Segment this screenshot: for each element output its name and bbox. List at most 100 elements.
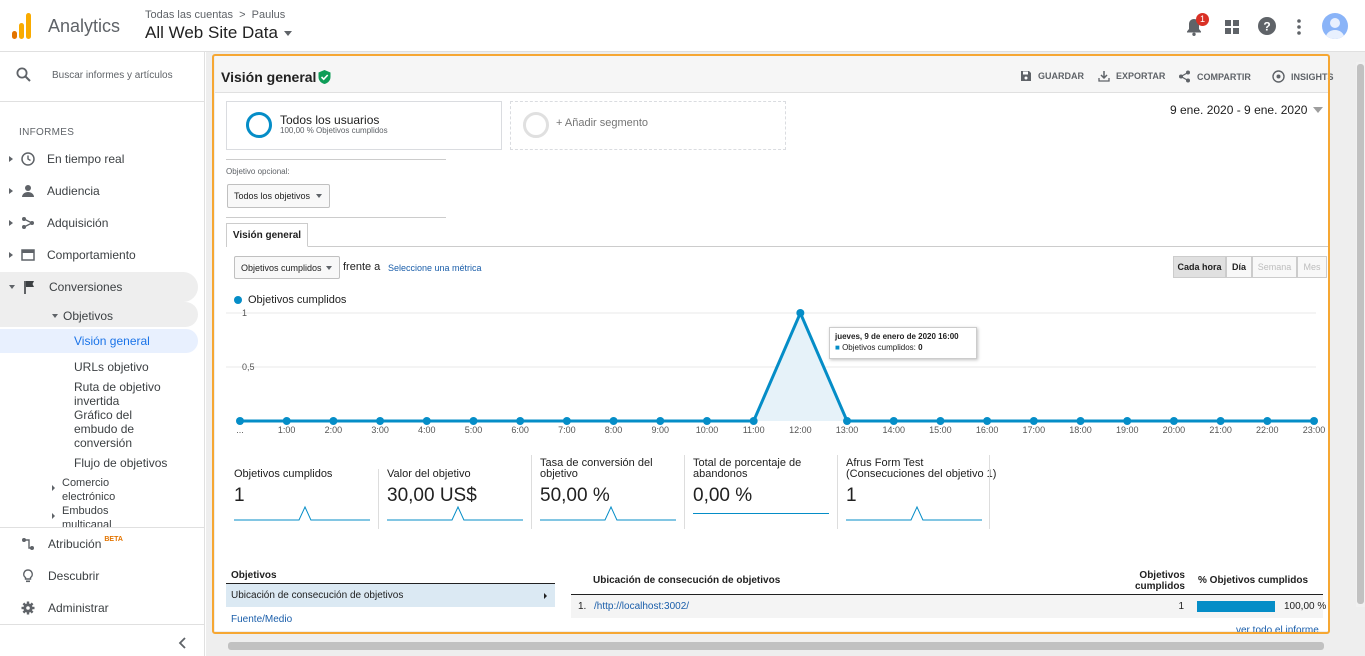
data-point[interactable] [469,417,478,425]
date-range: 9 ene. 2020 - 9 ene. 2020 [1170,103,1308,117]
save-label: GUARDAR [1038,71,1084,81]
sidebar-item-ecommerce[interactable]: Comercio electrónico [52,476,115,504]
sidebar-item-audience[interactable]: Audiencia [0,176,198,206]
full-report-link[interactable]: ver todo el informe [1236,625,1319,632]
sidebar-item-conversions[interactable]: Conversiones [0,272,198,302]
data-point[interactable] [796,309,805,317]
dimension-goal-location[interactable]: Ubicación de consecución de objetivos [226,584,555,607]
data-point[interactable] [936,417,945,425]
y-tick-label: 1 [242,308,247,318]
share-button[interactable]: COMPARTIR [1178,70,1251,83]
segment-all-users[interactable] [226,101,502,150]
data-point[interactable] [656,417,665,425]
x-tick-label: 14:00 [882,425,905,435]
horizontal-scrollbar[interactable] [228,642,1324,650]
metric-conversion-rate[interactable]: Tasa de conversión del objetivo 50,00 % [532,455,684,530]
sidebar-item-acquisition[interactable]: Adquisición [0,208,198,238]
sidebar-item-atribucion[interactable]: Atribución BETA [0,529,198,559]
data-point[interactable] [983,417,992,425]
sidebar-item-behavior[interactable]: Comportamiento [0,240,198,270]
granularity-hourly-button[interactable]: Cada hora [1173,256,1226,278]
apps-grid-icon[interactable] [1222,17,1242,37]
metric-abandonment[interactable]: Total de porcentaje de abandonos 0,00 % [685,455,837,530]
goal-filter-select[interactable]: Todos los objetivos [227,184,330,208]
acquisition-icon [21,216,35,230]
divider [226,583,555,584]
metric-label: Total de porcentaje de [693,457,802,469]
export-button[interactable]: EXPORTAR [1098,70,1165,82]
data-point[interactable] [516,417,525,425]
search-input[interactable]: Buscar informes y artículos [52,70,173,81]
data-point[interactable] [1029,417,1038,425]
column-header-goals[interactable]: Objetivos cumplidos [1120,570,1185,592]
data-point[interactable] [236,417,244,425]
x-tick-label: 6:00 [511,425,529,435]
date-range-picker[interactable]: 9 ene. 2020 - 9 ene. 2020 [1170,103,1324,117]
tab-vision-general[interactable]: Visión general [226,223,308,247]
data-point[interactable] [422,417,431,425]
metric-select[interactable]: Objetivos cumplidos [234,256,340,279]
sidebar: Buscar informes y artículos INFORMES En … [0,52,205,656]
sidebar-item-objetivos[interactable]: Objetivos [52,309,113,323]
granularity-day-button[interactable]: Día [1226,256,1252,278]
metric-value: 30,00 US$ [387,485,477,506]
label-line: invertida [74,394,120,408]
sidebar-item-vision-general[interactable]: Visión general [74,334,150,348]
view-selector[interactable]: All Web Site Data [145,23,292,43]
sidebar-item-flujo[interactable]: Flujo de objetivos [74,456,168,470]
granularity-week-button[interactable]: Semana [1252,256,1297,278]
select-metric-link[interactable]: Seleccione una métrica [388,263,482,273]
gutter [206,52,216,656]
sidebar-item-realtime[interactable]: En tiempo real [0,144,198,174]
save-button[interactable]: GUARDAR [1020,70,1084,82]
data-point[interactable] [889,417,898,425]
add-segment-button[interactable] [510,101,786,150]
more-vert-icon[interactable] [1289,17,1309,37]
sidebar-item-urls-objetivo[interactable]: URLs objetivo [74,360,149,374]
data-point[interactable] [1216,417,1225,425]
metric-afrus-form[interactable]: Afrus Form Test (Consecuciones del objet… [838,455,996,530]
data-point[interactable] [282,417,291,425]
x-tick-label: 13:00 [836,425,859,435]
data-point[interactable] [702,417,711,425]
data-point[interactable] [562,417,571,425]
data-point[interactable] [329,417,338,425]
data-point[interactable] [1310,417,1318,425]
sidebar-item-ruta-objetivo[interactable]: Ruta de objetivo invertida [74,380,161,408]
breadcrumb-accounts: Todas las cuentas [145,9,234,21]
data-point[interactable] [1263,417,1272,425]
sidebar-item-funnel[interactable]: Gráfico del embudo de conversión [74,408,134,450]
data-point[interactable] [609,417,618,425]
dimension-source-medium-link[interactable]: Fuente/Medio [231,614,293,625]
metric-value: 50,00 % [540,485,610,506]
avatar[interactable] [1322,13,1348,39]
tab-underline [308,246,1328,247]
data-point[interactable] [749,417,758,425]
tooltip-title: jueves, 9 de enero de 2020 16:00 [835,332,959,341]
tab-edge [226,246,227,247]
metrics-row: Objetivos cumplidos 1 Valor del objetivo… [226,455,996,530]
help-icon[interactable]: ? [1257,16,1277,36]
granularity-month-button[interactable]: Mes [1297,256,1327,278]
sidebar-item-descubrir[interactable]: Descubrir [0,561,198,591]
column-header-location[interactable]: Ubicación de consecución de objetivos [593,575,781,586]
sidebar-item-administrar[interactable]: Administrar [0,593,198,623]
column-header-percent[interactable]: % Objetivos cumplidos [1198,575,1309,586]
label-line: multicanal [62,519,112,528]
scrollbar-thumb[interactable] [1357,64,1364,604]
data-point[interactable] [376,417,385,425]
sidebar-item-embudos[interactable]: Embudos multicanal [52,504,112,528]
metric-goals[interactable]: Objetivos cumplidos 1 [226,455,378,530]
data-point[interactable] [843,417,852,425]
row-percent-bar [1197,601,1275,612]
data-point[interactable] [1169,417,1178,425]
breadcrumb[interactable]: Todas las cuentas > Paulus [145,9,285,21]
collapse-chevron-icon[interactable] [178,636,187,654]
insights-button[interactable]: INSIGHTS [1272,70,1334,83]
data-point[interactable] [1076,417,1085,425]
active-bg [0,329,198,353]
row-url-link[interactable]: /http://localhost:3002/ [594,601,690,612]
metric-goal-value[interactable]: Valor del objetivo 30,00 US$ [379,455,531,530]
data-point[interactable] [1123,417,1132,425]
metric-value: Objetivos cumplidos [241,262,322,273]
